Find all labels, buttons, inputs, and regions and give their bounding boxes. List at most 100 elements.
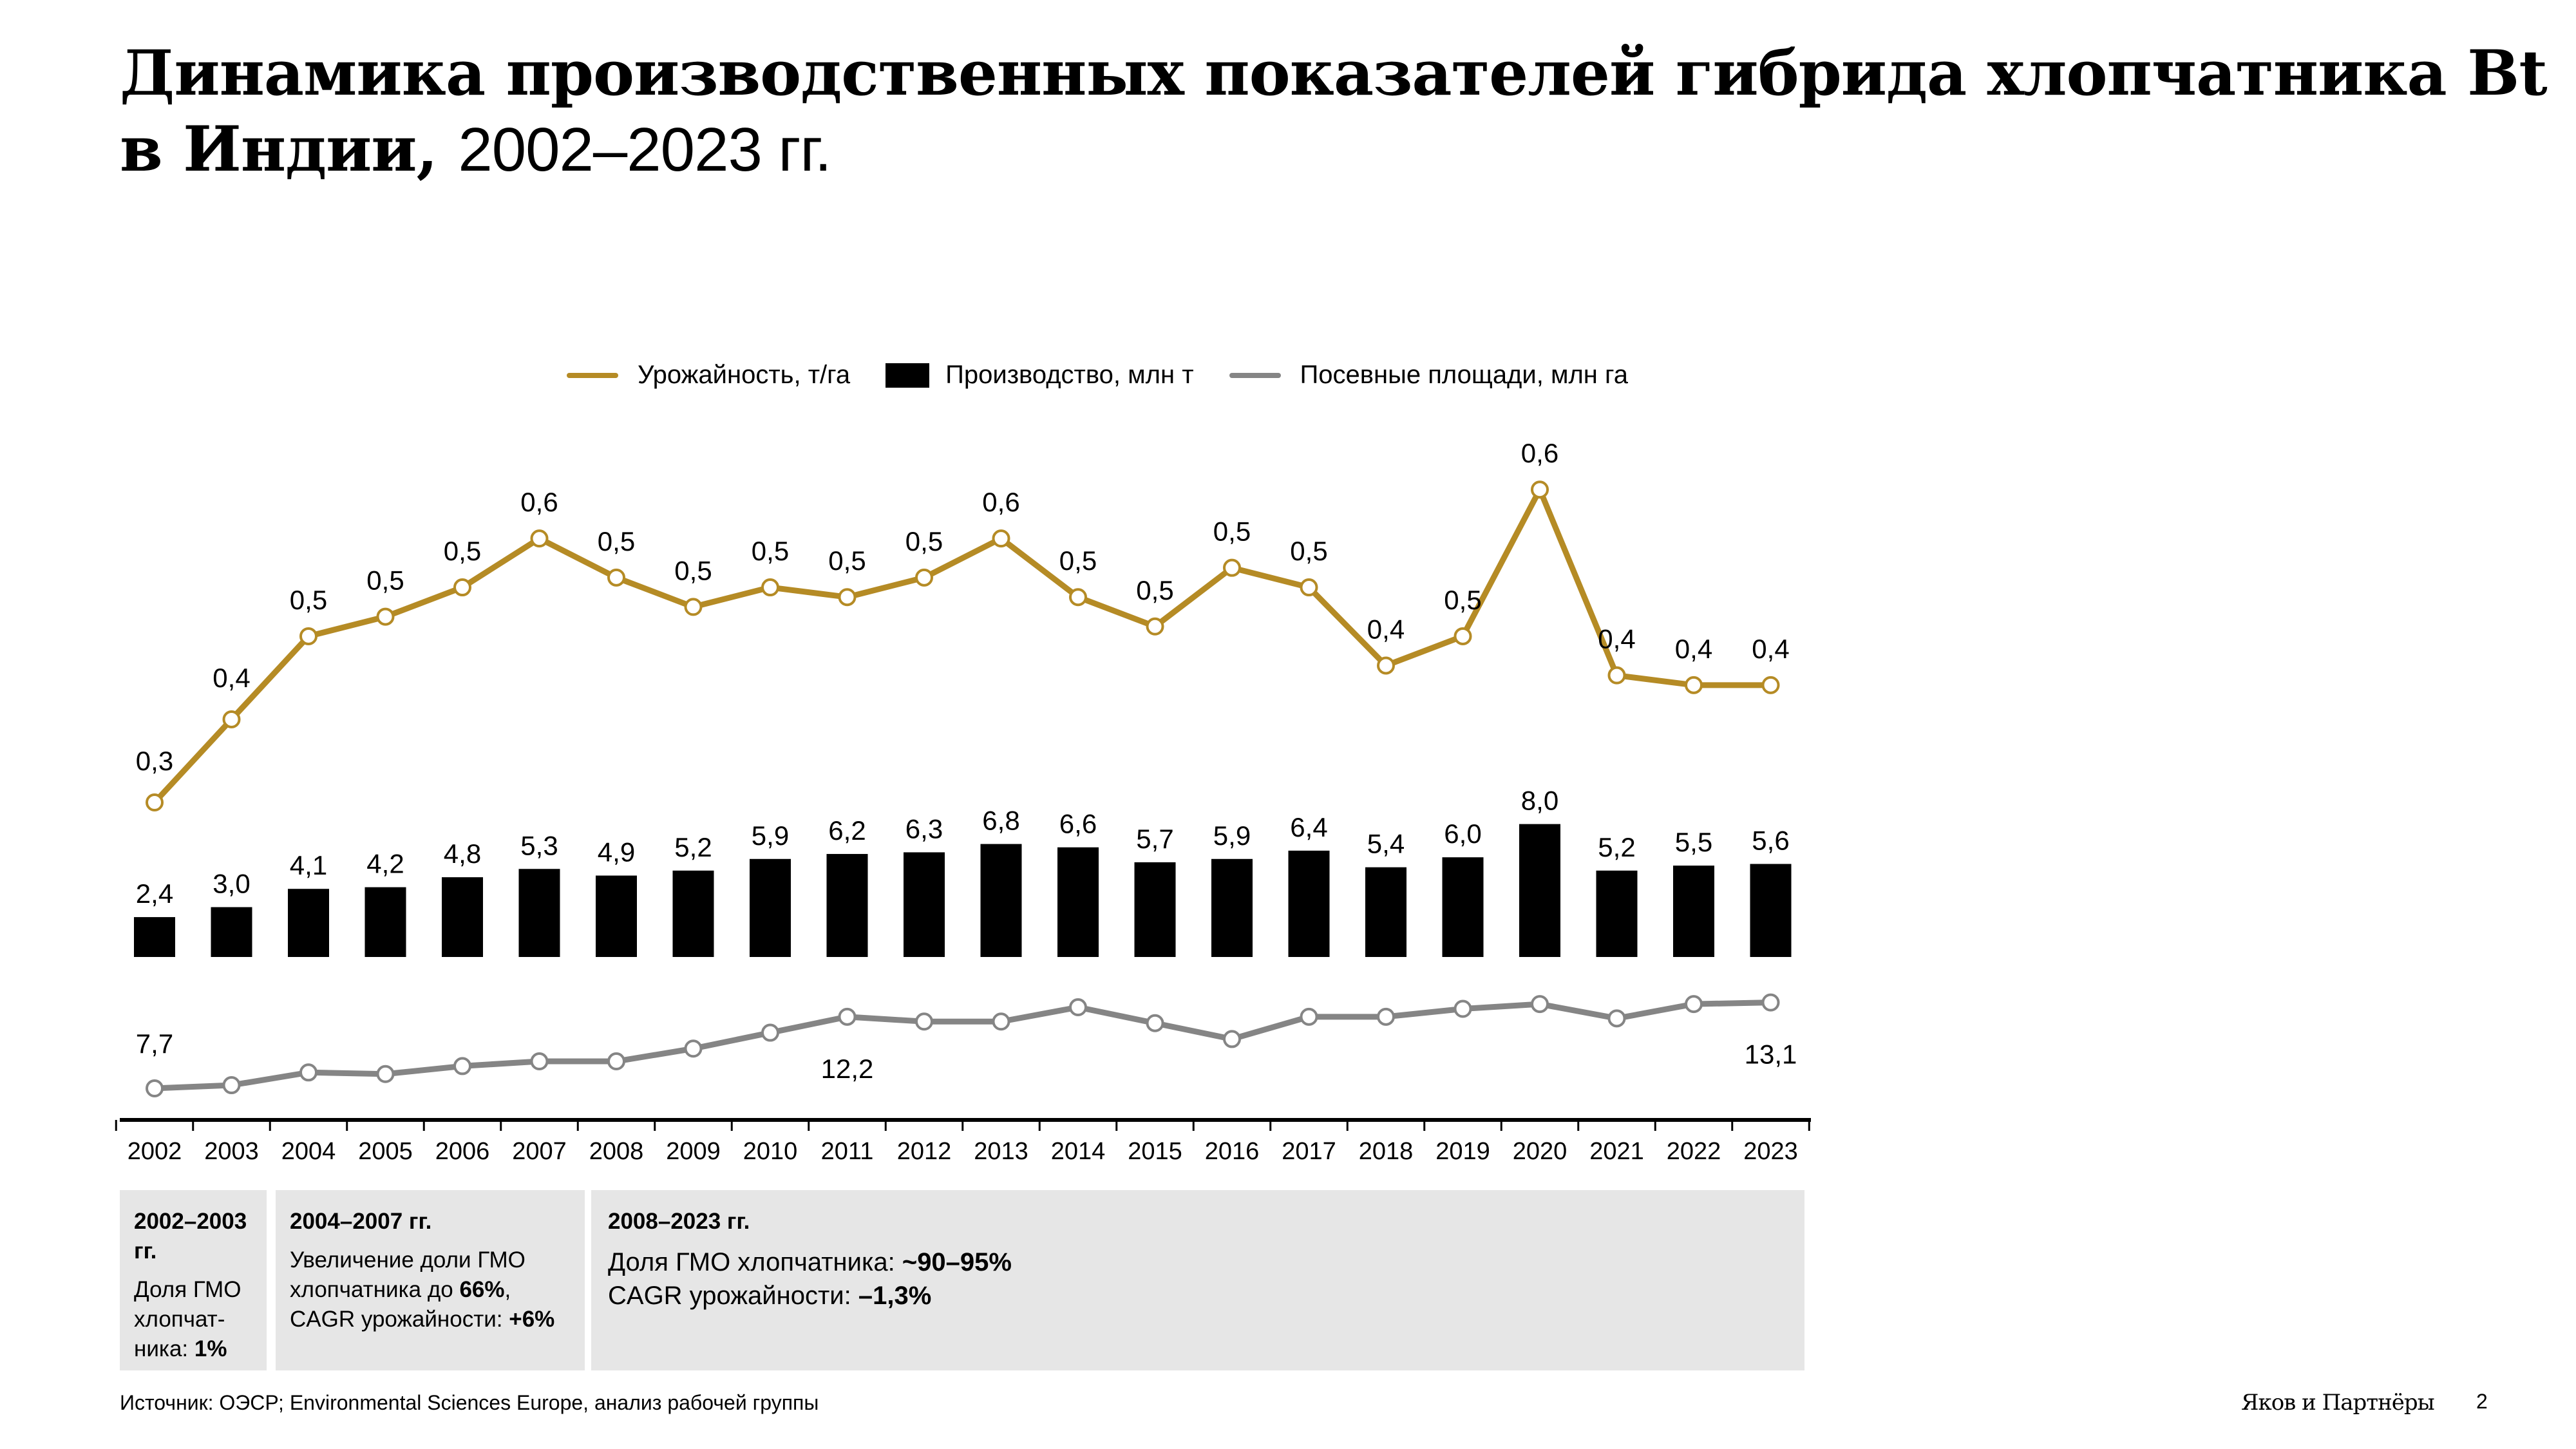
bar-label: 4,2	[366, 849, 404, 879]
bar-label: 3,0	[213, 869, 250, 899]
area-point	[1531, 995, 1549, 1014]
x-tick-label: 2010	[743, 1138, 798, 1165]
bar-production	[442, 877, 483, 957]
yield-label: 0,6	[520, 487, 558, 517]
bar-production	[1134, 862, 1176, 957]
bar-production	[211, 907, 252, 957]
x-tick-label: 2007	[512, 1138, 567, 1165]
bar-label: 5,9	[1213, 820, 1251, 851]
x-tick-label: 2012	[897, 1138, 952, 1165]
x-tick-label: 2009	[666, 1138, 721, 1165]
yield-point	[838, 588, 857, 607]
yield-point	[1069, 588, 1087, 607]
bar-production	[1596, 870, 1638, 957]
bar-production	[980, 844, 1022, 957]
x-tick-label: 2013	[974, 1138, 1028, 1165]
yield-point	[146, 793, 164, 811]
area-point	[1300, 1007, 1318, 1026]
bar-production	[904, 852, 945, 957]
yield-label: 0,4	[1675, 634, 1712, 664]
source-note: Источник: ОЭСР; Environmental Sciences E…	[120, 1391, 819, 1414]
yield-point	[530, 529, 549, 548]
area-point	[1685, 995, 1703, 1014]
yield-point	[1454, 627, 1472, 645]
period-title: 2002–2003 гг.	[134, 1209, 247, 1264]
area-point	[915, 1012, 933, 1031]
area-label: 7,7	[136, 1028, 173, 1059]
page-number: 2	[2476, 1390, 2488, 1413]
period-title: 2004–2007 гг.	[290, 1209, 432, 1234]
period-text: Доля ГМО хлопчат-ника: 1%	[134, 1277, 242, 1361]
x-tick-label: 2018	[1359, 1138, 1414, 1165]
yield-point	[992, 529, 1010, 548]
bar-production	[518, 869, 560, 957]
yield-point	[376, 607, 395, 626]
yield-label: 0,5	[828, 545, 866, 576]
yield-label: 0,5	[444, 536, 481, 566]
area-point	[530, 1052, 549, 1071]
area-point	[1377, 1007, 1395, 1026]
x-tick-label: 2019	[1435, 1138, 1490, 1165]
yield-point	[1607, 666, 1626, 685]
bar-label: 4,1	[290, 850, 327, 880]
area-point	[1454, 999, 1472, 1018]
legend-square-icon	[886, 363, 930, 388]
bar-label: 5,3	[520, 830, 558, 860]
bar-production	[1211, 858, 1253, 957]
x-tick-label: 2005	[358, 1138, 413, 1165]
area-label: 12,2	[821, 1054, 874, 1084]
yield-label: 0,5	[1059, 545, 1097, 576]
legend-label: Производство, млн т	[945, 361, 1194, 389]
yield-label: 0,5	[674, 555, 712, 585]
bar-label: 6,3	[905, 813, 943, 844]
yield-point	[1300, 578, 1318, 597]
yield-label: 0,3	[136, 746, 173, 776]
bar-label: 5,2	[674, 832, 712, 862]
yield-label: 0,4	[1598, 624, 1635, 654]
area-point	[146, 1079, 164, 1097]
legend-item-production: Производство, млн т	[886, 361, 1194, 390]
x-tick-label: 2008	[589, 1138, 644, 1165]
bar-label: 5,5	[1675, 827, 1712, 857]
legend-item-yield: Урожайность, т/га	[567, 361, 850, 390]
bar-label: 8,0	[1521, 786, 1558, 816]
bar-production	[1519, 824, 1560, 957]
x-tick-label: 2003	[204, 1138, 259, 1165]
yield-label: 0,5	[1290, 536, 1327, 566]
area-point	[376, 1065, 395, 1083]
bar-label: 6,4	[1290, 812, 1327, 842]
bar-label: 6,0	[1444, 819, 1481, 849]
period-box-2008-2023: 2008–2023 гг. Доля ГМО хлопчатника: ~90–…	[591, 1190, 1804, 1370]
company-logo: Яков и Партнёры	[2241, 1390, 2435, 1416]
area-point	[222, 1076, 241, 1095]
yield-line	[152, 486, 1771, 805]
chart-legend: Урожайность, т/га Производство, млн т По…	[567, 361, 1663, 390]
period-box-2002-2003: 2002–2003 гг. Доля ГМО хлопчат-ника: 1%	[120, 1190, 267, 1370]
yield-point	[1146, 617, 1164, 636]
bar-label: 5,4	[1367, 829, 1405, 859]
x-tick-label: 2016	[1205, 1138, 1260, 1165]
page-title: Динамика производственных показателей ги…	[120, 35, 2576, 188]
area-point	[1146, 1014, 1164, 1032]
x-tick-label: 2014	[1051, 1138, 1106, 1165]
area-point	[299, 1063, 317, 1082]
bar-label: 4,9	[598, 837, 635, 867]
bar-label: 4,8	[444, 838, 481, 869]
yield-label: 0,6	[1521, 438, 1558, 468]
bar-production	[750, 858, 791, 957]
yield-label: 0,5	[1444, 585, 1481, 615]
legend-line-icon	[1229, 372, 1281, 378]
yield-label: 0,5	[905, 526, 943, 556]
area-point	[453, 1057, 471, 1075]
yield-point	[1761, 676, 1780, 694]
bar-label: 5,2	[1598, 832, 1635, 862]
bar-label: 6,6	[1059, 809, 1097, 839]
bar-label: 5,6	[1752, 826, 1789, 856]
area-point	[1223, 1030, 1241, 1048]
yield-label: 0,5	[290, 585, 327, 615]
bar-production	[1288, 850, 1330, 957]
x-tick-label: 2017	[1282, 1138, 1336, 1165]
yield-point	[453, 578, 471, 597]
bar-production	[365, 887, 406, 957]
